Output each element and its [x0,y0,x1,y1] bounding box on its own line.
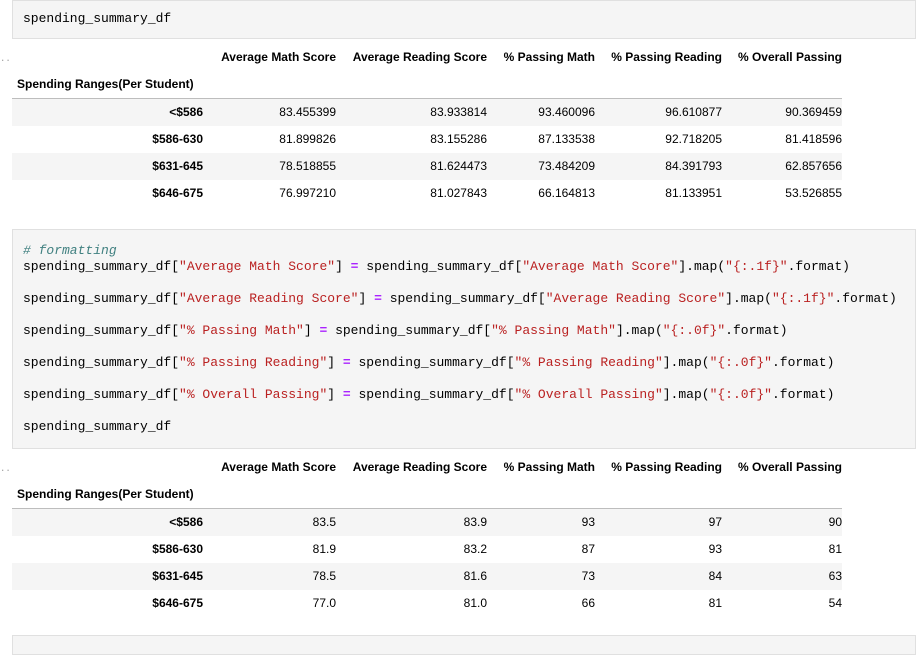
table-cell: 84.391793 [665,159,722,173]
corner-cell [12,44,203,71]
table-cell: 81.6 [463,569,487,583]
table-cell: 81.418596 [785,132,842,146]
table-cell: 73 [581,569,595,583]
column-header: Average Reading Score [352,50,487,64]
table-cell: 78.5 [312,569,336,583]
table-cell: 81.624473 [430,159,487,173]
table-cell: 93 [708,542,722,556]
table-row: $586-630 81.9 83.2 87 93 81 [12,536,842,563]
table-cell: 66 [581,596,595,610]
column-header: % Overall Passing [737,460,842,474]
column-header: % Passing Reading [611,50,722,64]
code-cell-2[interactable]: # formatting spending_summary_df["Averag… [12,229,916,449]
table-cell: 81 [708,596,722,610]
row-label: <$586 [169,515,203,529]
index-name-row: Spending Ranges(Per Student) [12,481,842,509]
table-cell: 83.2 [463,542,487,556]
code-line: spending_summary_df["% Overall Passing"]… [23,387,835,402]
code-cell-3[interactable] [12,635,916,655]
table-row: <$586 83.5 83.9 93 97 90 [12,508,842,536]
code-comment: # formatting [23,243,117,258]
table-cell: 66.164813 [538,186,595,200]
dataframe-table-raw: Average Math Score Average Reading Score… [12,44,842,207]
code-line: spending_summary_df["Average Reading Sco… [23,291,897,306]
table-cell: 81 [828,542,842,556]
column-header: Average Math Score [221,50,336,64]
column-header-row: Average Math Score Average Reading Score… [12,44,842,71]
table-cell: 84 [708,569,722,583]
table-row: $646-675 77.0 81.0 66 81 54 [12,590,842,617]
column-header: % Overall Passing [737,50,842,64]
index-name-row: Spending Ranges(Per Student) [12,71,842,99]
code-cell-1[interactable]: spending_summary_df [12,0,916,39]
row-label: $646-675 [152,186,203,200]
table-cell: 54 [828,596,842,610]
code-line: spending_summary_df [23,419,172,434]
table-cell: 53.526855 [785,186,842,200]
table-cell: 93 [581,515,595,529]
table-cell: 81.899826 [279,132,336,146]
table-row: $586-630 81.899826 83.155286 87.133538 9… [12,126,842,153]
column-header: % Passing Math [503,50,595,64]
column-header-row: Average Math Score Average Reading Score… [12,454,842,481]
table-cell: 81.9 [312,542,336,556]
row-label: $646-675 [152,596,203,610]
table-cell: 83.155286 [430,132,487,146]
table-cell: 90.369459 [785,105,842,119]
table-cell: 90 [828,515,842,529]
column-header: Average Math Score [221,460,336,474]
output-prompt: ·· [0,56,11,66]
code-line: spending_summary_df["% Passing Reading"]… [23,355,835,370]
row-label: $631-645 [152,569,203,583]
table-row: $631-645 78.5 81.6 73 84 63 [12,563,842,590]
table-cell: 76.997210 [279,186,336,200]
table-row: <$586 83.455399 83.933814 93.460096 96.6… [12,98,842,126]
code-line: spending_summary_df [23,11,172,26]
table-cell: 62.857656 [785,159,842,173]
table-cell: 81.027843 [430,186,487,200]
table-cell: 87.133538 [538,132,595,146]
row-label: <$586 [169,105,203,119]
table-cell: 83.9 [463,515,487,529]
table-cell: 78.518855 [279,159,336,173]
row-label: $586-630 [152,132,203,146]
table-row: $631-645 78.518855 81.624473 73.484209 8… [12,153,842,180]
row-label: $631-645 [152,159,203,173]
table-cell: 81.133951 [665,186,722,200]
column-header: Average Reading Score [352,460,487,474]
table-cell: 83.933814 [430,105,487,119]
table-cell: 83.455399 [279,105,336,119]
code-line: spending_summary_df["Average Math Score"… [23,259,850,274]
table-cell: 87 [581,542,595,556]
table-cell: 81.0 [463,596,487,610]
index-name: Spending Ranges(Per Student) [12,71,203,99]
table-cell: 83.5 [312,515,336,529]
column-header: % Passing Math [503,460,595,474]
table-cell: 96.610877 [665,105,722,119]
row-label: $586-630 [152,542,203,556]
dataframe-table-formatted: Average Math Score Average Reading Score… [12,454,842,617]
table-cell: 92.718205 [665,132,722,146]
output-prompt: ·· [0,466,11,476]
corner-cell [12,454,203,481]
table-cell: 93.460096 [538,105,595,119]
table-cell: 97 [708,515,722,529]
index-name: Spending Ranges(Per Student) [12,481,203,509]
table-cell: 63 [828,569,842,583]
table-cell: 73.484209 [538,159,595,173]
table-cell: 77.0 [312,596,336,610]
table-row: $646-675 76.997210 81.027843 66.164813 8… [12,180,842,207]
column-header: % Passing Reading [611,460,722,474]
code-line: spending_summary_df["% Passing Math"] = … [23,323,788,338]
